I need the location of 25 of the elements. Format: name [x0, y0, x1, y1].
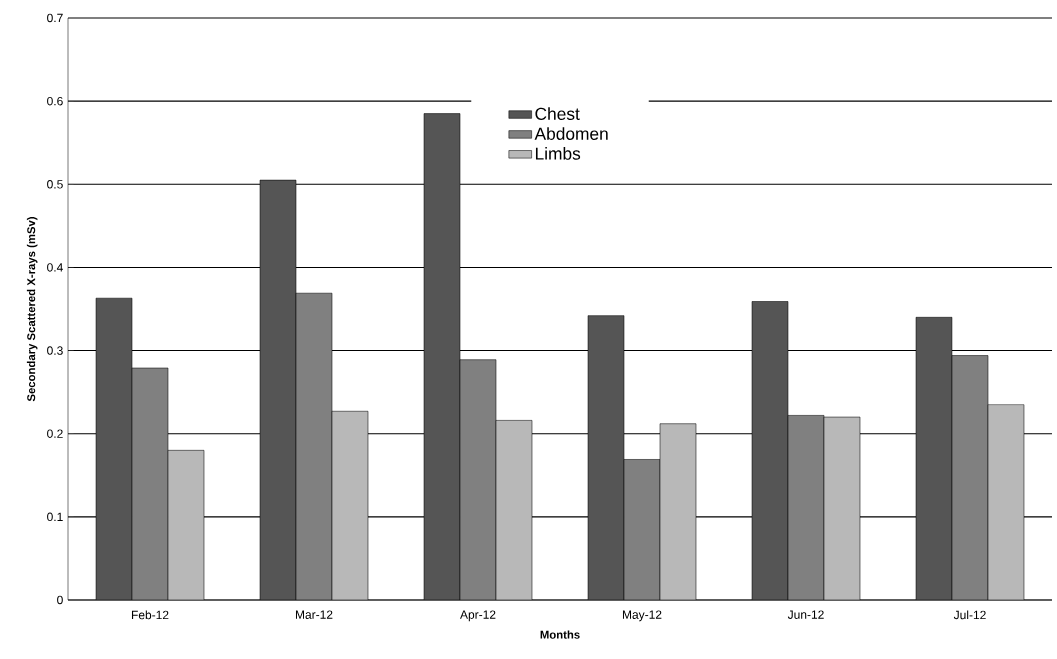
y-axis-title: Secondary Scattered X-rays (mSv): [26, 217, 38, 402]
y-tick-label: 0: [57, 595, 63, 605]
legend-label: Chest: [535, 107, 580, 120]
bar: [132, 368, 169, 600]
y-tick-label: 0.3: [47, 346, 63, 355]
legend-label: Limbs: [535, 147, 581, 160]
x-axis-title: Months: [540, 630, 580, 639]
y-tick-label: 0.6: [47, 96, 63, 106]
bar: [460, 359, 496, 600]
y-tick-label: 0.4: [47, 263, 63, 272]
x-tick-label: Apr-12: [460, 610, 496, 622]
x-tick-label: May-12: [622, 610, 662, 622]
y-tick-label: 0.2: [47, 429, 63, 438]
x-tick-label: Jul-12: [953, 610, 986, 620]
bar: [624, 459, 660, 600]
y-tick-label: 0.7: [47, 13, 63, 23]
bar: [951, 355, 989, 600]
bar: [296, 293, 332, 600]
x-tick-label: Mar-12: [295, 610, 333, 619]
x-tick-label: Jun-12: [787, 610, 824, 619]
y-tick-label: 0.1: [47, 512, 63, 522]
y-tick-label: 0.5: [47, 180, 63, 189]
x-tick-label: Feb-12: [131, 610, 169, 620]
bar: [788, 415, 824, 600]
legend-label: Abdomen: [534, 127, 608, 140]
